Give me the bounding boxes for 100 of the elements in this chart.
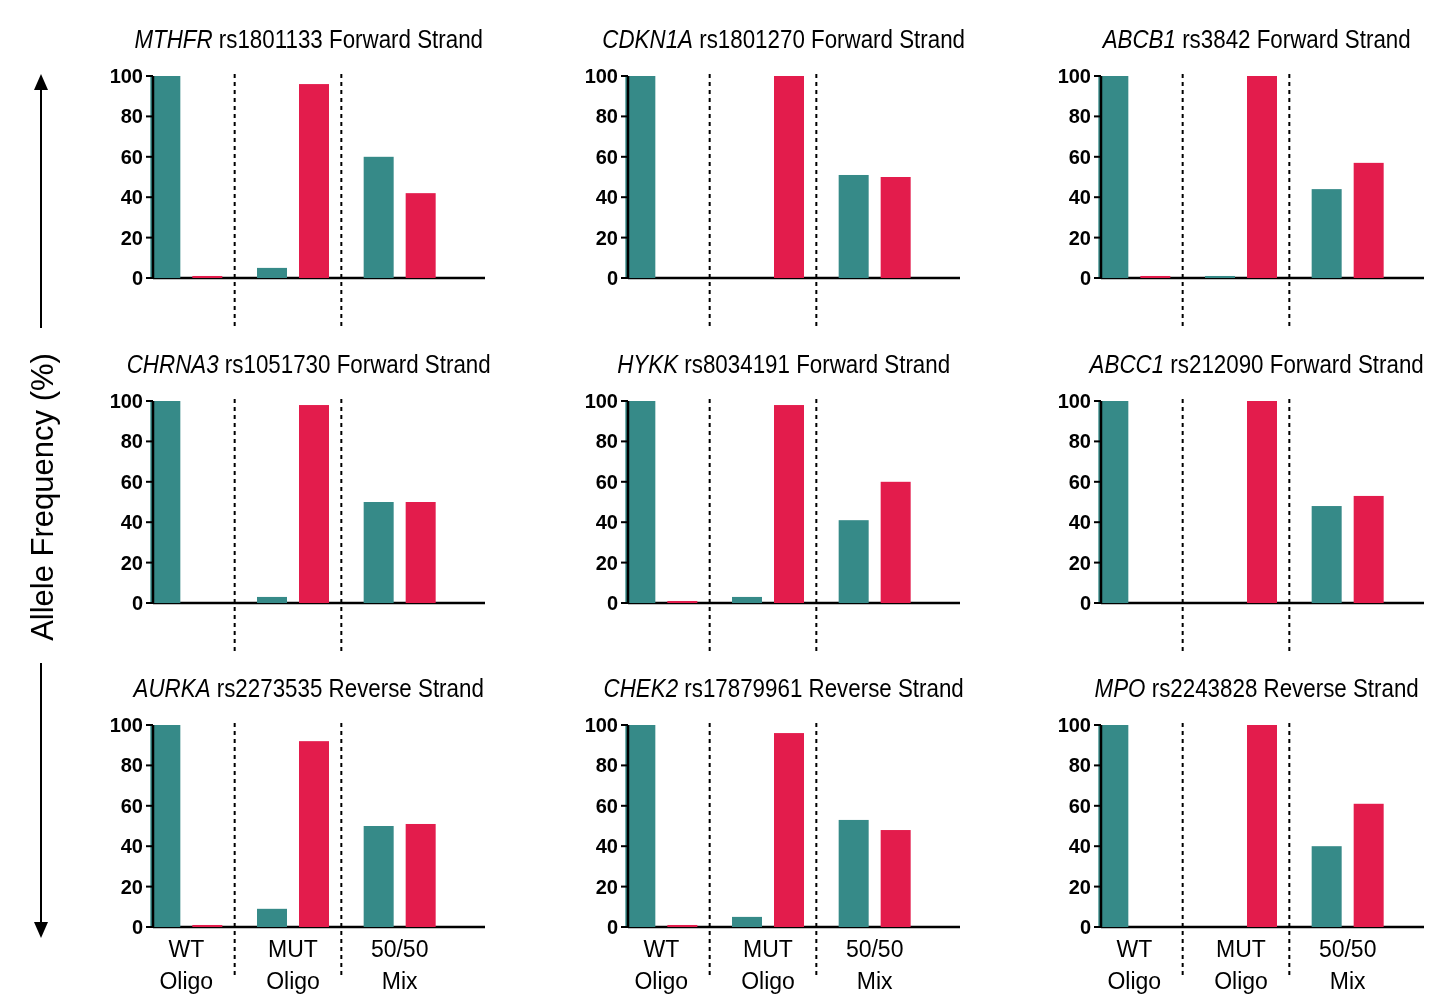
bar (363, 156, 394, 278)
chart-title: AURKA rs2273535 Reverse Strand (131, 673, 484, 703)
chart-title: HYKK rs8034191 Forward Strand (617, 349, 951, 379)
bar (1205, 275, 1235, 278)
y-tick-label: 80 (595, 754, 618, 777)
y-tick-label: 20 (595, 551, 618, 574)
bar (667, 924, 698, 927)
y-tick-label: 100 (1057, 390, 1091, 412)
y-tick-label: 40 (1068, 835, 1091, 858)
chart-title: MPO rs2243828 Reverse Strand (1094, 673, 1419, 703)
bar (299, 84, 329, 278)
y-tick-label: 60 (595, 794, 618, 817)
chart-title: MTHFR rs1801133 Forward Strand (134, 24, 483, 54)
y-tick-label: 40 (595, 511, 618, 534)
y-tick-label: 80 (120, 105, 143, 128)
bar (405, 193, 436, 278)
y-tick-label: 20 (120, 226, 143, 249)
bar (774, 76, 804, 278)
y-tick-label: 0 (606, 267, 618, 289)
bar (405, 823, 436, 927)
bar (1247, 725, 1277, 927)
bar (667, 600, 698, 603)
bar (774, 733, 804, 927)
bar (838, 520, 869, 603)
bar (1140, 275, 1171, 278)
y-tick-label: 80 (1068, 430, 1091, 453)
chart-title: CHEK2 rs17879961 Reverse Strand (603, 673, 964, 703)
y-tick-label: 40 (120, 186, 143, 209)
bar (774, 405, 804, 603)
bar (838, 174, 869, 278)
y-tick-label: 0 (1079, 592, 1091, 614)
bar (880, 830, 911, 927)
bar (732, 916, 762, 927)
y-tick-label: 100 (1057, 714, 1091, 736)
x-tick-label: 50/50 Mix (845, 936, 904, 994)
bar (1247, 76, 1277, 278)
y-tick-label: 80 (120, 430, 143, 453)
y-tick-label: 100 (1057, 65, 1091, 87)
y-tick-label: 100 (584, 65, 618, 87)
y-tick-label: 80 (595, 430, 618, 453)
y-tick-label: 80 (120, 754, 143, 777)
y-tick-label: 80 (1068, 754, 1091, 777)
y-tick-label: 60 (1068, 794, 1091, 817)
y-tick-label: 20 (595, 875, 618, 898)
chart-title: CDKN1A rs1801270 Forward Strand (602, 24, 966, 54)
y-tick-label: 80 (595, 105, 618, 128)
y-tick-label: 0 (606, 592, 618, 614)
y-tick-label: 0 (606, 916, 618, 938)
y-tick-label: 100 (109, 390, 143, 412)
y-tick-label: 60 (595, 145, 618, 168)
y-tick-label: 60 (120, 794, 143, 817)
y-tick-label: 60 (120, 470, 143, 493)
y-tick-label: 100 (109, 65, 143, 87)
bar (192, 275, 223, 278)
bar (1311, 189, 1342, 278)
x-tick-label: MUT Oligo (741, 936, 795, 994)
y-tick-label: 40 (1068, 511, 1091, 534)
y-tick-label: 20 (120, 551, 143, 574)
bar (838, 819, 869, 927)
y-tick-label: 100 (584, 390, 618, 412)
x-tick-label: MUT Oligo (266, 936, 320, 994)
y-tick-label: 20 (1068, 551, 1091, 574)
bar (299, 405, 329, 603)
y-tick-label: 100 (584, 714, 618, 736)
bar (405, 502, 436, 603)
x-tick-label: 50/50 Mix (1318, 936, 1377, 994)
x-tick-label: MUT Oligo (1214, 936, 1268, 994)
y-tick-label: 20 (120, 875, 143, 898)
bar (1353, 495, 1384, 603)
y-tick-label: 40 (120, 835, 143, 858)
y-tick-label: 100 (109, 714, 143, 736)
y-tick-label: 60 (1068, 145, 1091, 168)
y-tick-label: 60 (120, 145, 143, 168)
y-tick-label: 40 (595, 835, 618, 858)
bar (880, 481, 911, 603)
bar (1247, 401, 1277, 603)
y-tick-label: 20 (1068, 226, 1091, 249)
x-tick-label: WT Oligo (159, 936, 214, 994)
chart-title: ABCB1 rs3842 Forward Strand (1100, 24, 1411, 54)
bar (1353, 803, 1384, 927)
bar (363, 826, 394, 927)
bar (257, 908, 287, 927)
y-tick-label: 40 (595, 186, 618, 209)
y-tick-label: 80 (1068, 105, 1091, 128)
y-tick-label: 60 (1068, 470, 1091, 493)
x-tick-label: WT Oligo (1107, 936, 1162, 994)
bar (257, 596, 287, 603)
y-tick-label: 20 (1068, 875, 1091, 898)
bar (880, 177, 911, 278)
y-tick-label: 0 (1079, 267, 1091, 289)
y-tick-label: 40 (1068, 186, 1091, 209)
y-tick-label: 20 (595, 226, 618, 249)
y-tick-label: 0 (131, 267, 143, 289)
x-tick-label: WT Oligo (634, 936, 689, 994)
bar (257, 267, 287, 278)
bar (299, 741, 329, 927)
chart-title: CHRNA3 rs1051730 Forward Strand (126, 349, 491, 379)
bar (363, 502, 394, 603)
bar (1311, 506, 1342, 603)
chart-title: ABCC1 rs212090 Forward Strand (1087, 349, 1424, 379)
